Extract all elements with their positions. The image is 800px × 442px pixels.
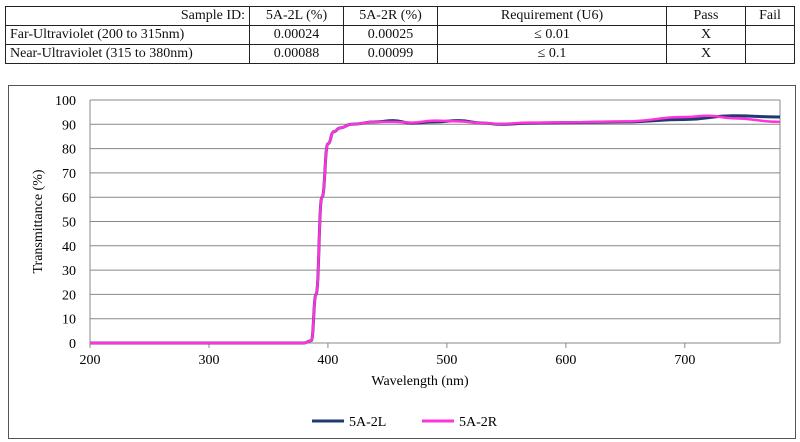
x-axis-label: Wavelength (nm) (371, 374, 469, 389)
y-tick-label: 10 (62, 313, 76, 328)
y-tick-label: 0 (69, 337, 76, 352)
legend-label: 5A-2L (349, 415, 386, 430)
x-tick-label: 600 (555, 353, 576, 368)
x-tick-label: 500 (436, 353, 457, 368)
table-row: Near-Ultraviolet (315 to 380nm) 0.00088 … (5, 44, 795, 64)
legend-label: 5A-2R (459, 415, 498, 430)
y-tick-label: 100 (55, 94, 76, 109)
y-tick-label: 40 (62, 240, 76, 255)
y-tick-label: 70 (62, 167, 76, 182)
table-header-row: Sample ID: 5A-2L (%) 5A-2R (%) Requireme… (5, 6, 795, 26)
y-tick-label: 20 (62, 288, 76, 303)
x-tick-label: 700 (674, 353, 695, 368)
chart-frame (8, 85, 796, 439)
cell: ≤ 0.1 (437, 44, 667, 64)
x-tick-label: 400 (317, 353, 338, 368)
cell: Near-Ultraviolet (315 to 380nm) (5, 44, 250, 64)
results-table: Sample ID: 5A-2L (%) 5A-2R (%) Requireme… (5, 6, 795, 64)
x-tick-label: 200 (80, 353, 101, 368)
y-tick-label: 60 (62, 191, 76, 206)
y-tick-label: 80 (62, 143, 76, 158)
y-tick-label: 90 (62, 118, 76, 133)
series-line-5a-2r (90, 114, 781, 345)
cell: 0.00099 (343, 44, 438, 64)
cell (745, 44, 795, 64)
header-pass: Pass (666, 6, 746, 26)
cell: 0.00088 (249, 44, 344, 64)
series-line-5a-2l (90, 114, 781, 345)
y-tick-label: 50 (62, 216, 76, 231)
y-tick-label: 30 (62, 264, 76, 279)
x-tick-label: 300 (198, 353, 219, 368)
y-axis-label: Transmittance (%) (31, 169, 46, 273)
